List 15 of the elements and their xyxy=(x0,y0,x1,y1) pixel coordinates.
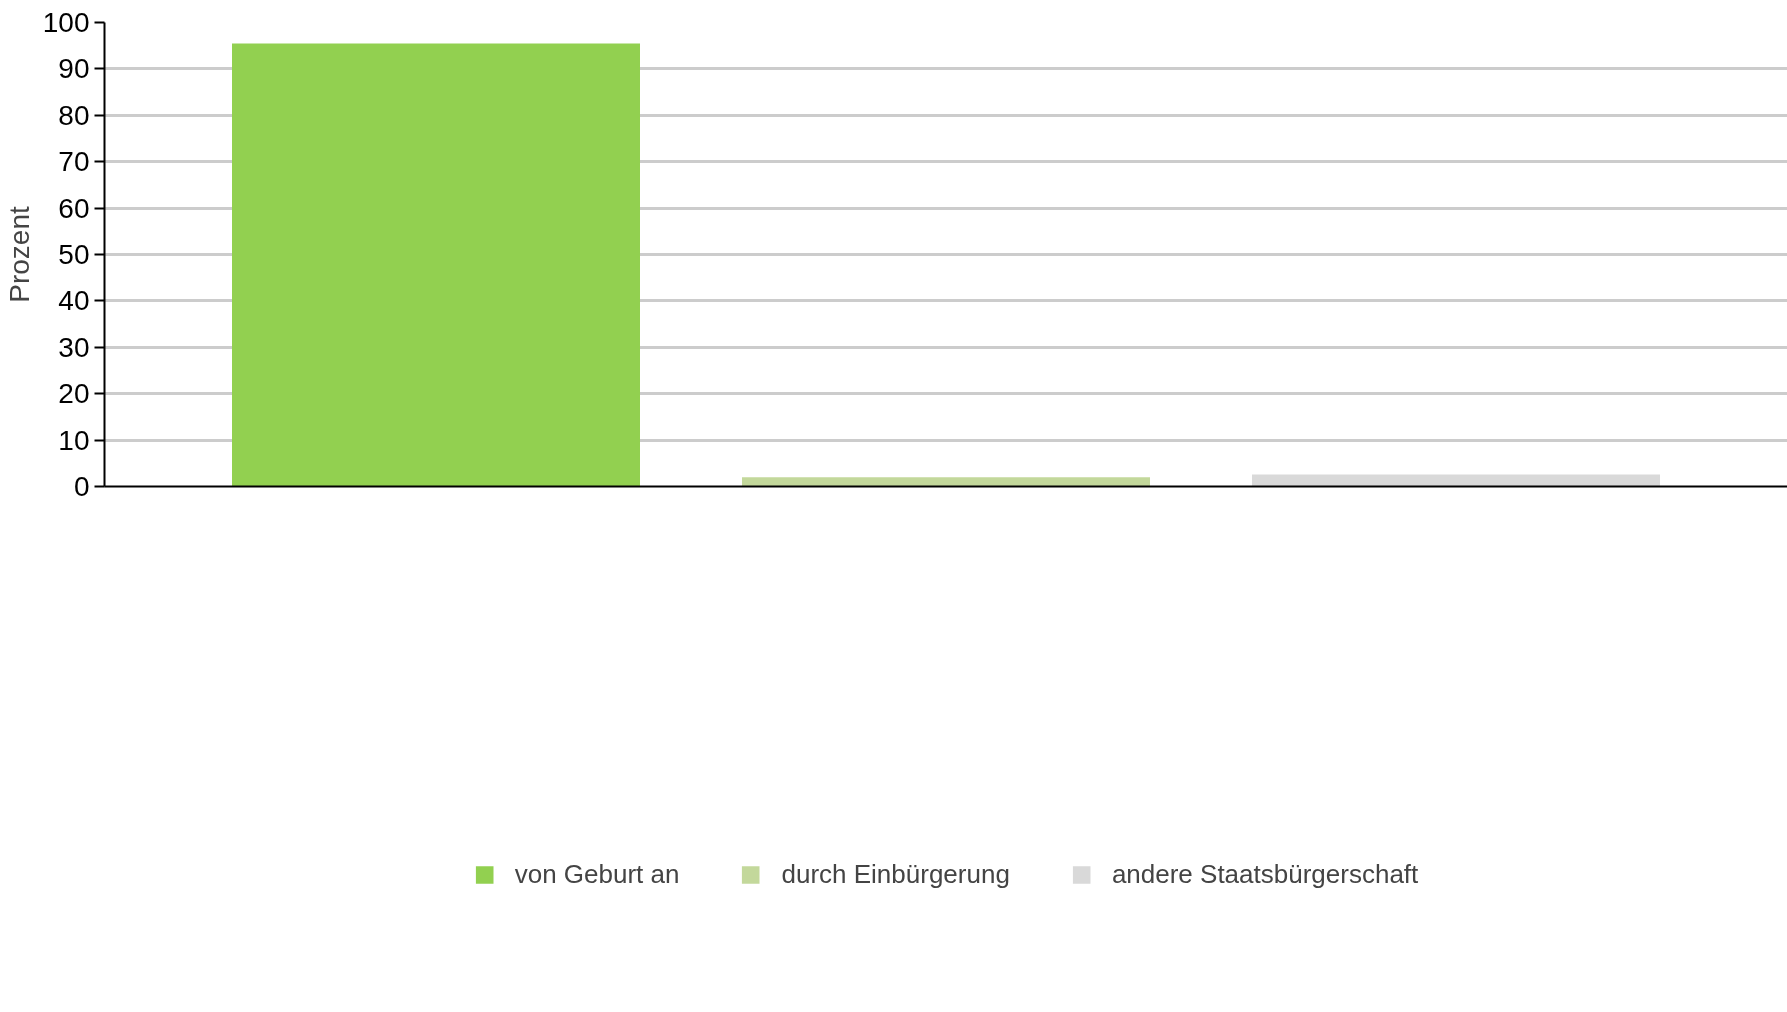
legend-label: von Geburt an xyxy=(514,858,680,890)
y-tick-label: 80 xyxy=(58,99,90,131)
y-axis-title: Prozent xyxy=(3,206,35,303)
y-tick-label: 50 xyxy=(58,239,90,270)
y-tick-label: 70 xyxy=(58,146,90,178)
y-tick-label: 40 xyxy=(58,285,90,317)
legend-label: durch Einbürgerung xyxy=(781,858,1010,890)
y-tick-label: 0 xyxy=(73,471,90,502)
y-tick-label: 20 xyxy=(58,378,90,410)
y-tick-label: 30 xyxy=(58,331,90,363)
legend-label: andere Staatsbürgerschaft xyxy=(1111,858,1419,890)
y-tick-label: 100 xyxy=(42,7,90,38)
y-tick-label: 90 xyxy=(58,53,90,85)
y-tick-label: 60 xyxy=(58,192,90,224)
y-tick-label: 10 xyxy=(58,424,90,456)
